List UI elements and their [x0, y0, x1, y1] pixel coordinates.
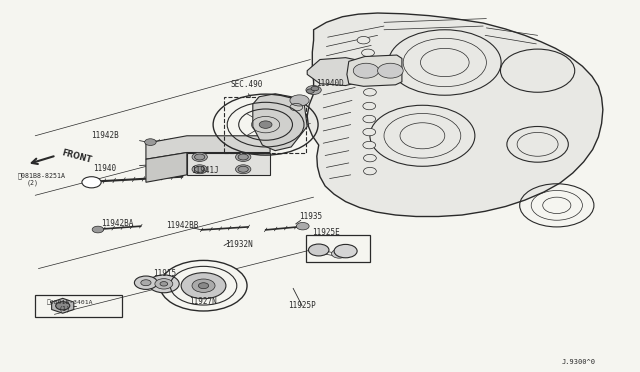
- Text: ⒱081B8-8251A: ⒱081B8-8251A: [18, 172, 66, 179]
- Text: Ⓚ08918-3401A: Ⓚ08918-3401A: [47, 299, 93, 305]
- Bar: [306, 235, 370, 262]
- Circle shape: [238, 154, 248, 160]
- Polygon shape: [347, 55, 402, 86]
- Text: 11932N: 11932N: [225, 240, 253, 249]
- Circle shape: [145, 139, 156, 145]
- Circle shape: [364, 167, 376, 175]
- Circle shape: [141, 280, 151, 286]
- Circle shape: [308, 244, 329, 256]
- Polygon shape: [146, 136, 270, 159]
- Polygon shape: [187, 153, 270, 175]
- Text: 11940D: 11940D: [316, 79, 344, 88]
- Circle shape: [363, 115, 376, 123]
- Circle shape: [364, 75, 376, 83]
- Circle shape: [195, 154, 205, 160]
- Circle shape: [192, 279, 215, 292]
- Polygon shape: [146, 153, 187, 182]
- Circle shape: [56, 302, 70, 310]
- Text: (1): (1): [59, 305, 71, 312]
- Bar: [35, 295, 122, 317]
- Circle shape: [181, 273, 226, 299]
- Polygon shape: [253, 94, 307, 151]
- Text: 11940: 11940: [93, 164, 116, 173]
- Circle shape: [334, 244, 357, 258]
- Circle shape: [82, 177, 101, 188]
- Text: 11915: 11915: [154, 269, 177, 278]
- Polygon shape: [307, 13, 603, 217]
- Circle shape: [236, 153, 251, 161]
- Circle shape: [155, 279, 173, 289]
- Circle shape: [332, 249, 347, 258]
- Text: J.9300^0: J.9300^0: [562, 359, 596, 365]
- Circle shape: [378, 63, 403, 78]
- Text: 11941J: 11941J: [191, 166, 218, 175]
- Circle shape: [296, 222, 309, 230]
- Text: 11942BA: 11942BA: [101, 219, 134, 228]
- Circle shape: [192, 153, 207, 161]
- Bar: [224, 97, 306, 153]
- Circle shape: [192, 165, 207, 174]
- Circle shape: [134, 276, 157, 289]
- Circle shape: [364, 154, 376, 162]
- Text: 11935: 11935: [300, 212, 323, 221]
- Circle shape: [198, 283, 209, 289]
- Circle shape: [362, 49, 374, 57]
- Circle shape: [160, 282, 168, 286]
- Circle shape: [290, 95, 309, 106]
- Circle shape: [195, 166, 205, 172]
- Circle shape: [236, 165, 251, 174]
- Circle shape: [238, 166, 248, 172]
- Circle shape: [307, 89, 314, 93]
- Circle shape: [306, 86, 321, 94]
- Circle shape: [311, 86, 319, 91]
- Polygon shape: [52, 298, 74, 313]
- Text: (2): (2): [27, 179, 39, 186]
- Text: 11942BB: 11942BB: [166, 221, 199, 230]
- Circle shape: [259, 121, 272, 128]
- Text: FRONT: FRONT: [61, 149, 93, 165]
- Circle shape: [160, 260, 247, 311]
- Text: 11925E: 11925E: [312, 228, 340, 237]
- Circle shape: [92, 226, 104, 233]
- Text: 11925P: 11925P: [288, 301, 316, 310]
- Text: 11927N: 11927N: [189, 297, 216, 306]
- Circle shape: [148, 275, 179, 293]
- Text: 11942B: 11942B: [91, 131, 118, 140]
- Text: SEC.490: SEC.490: [230, 80, 263, 89]
- Circle shape: [363, 62, 376, 70]
- Circle shape: [363, 128, 376, 136]
- Circle shape: [364, 89, 376, 96]
- Polygon shape: [307, 58, 358, 86]
- Circle shape: [353, 63, 379, 78]
- Circle shape: [363, 141, 376, 149]
- Circle shape: [363, 102, 376, 110]
- Circle shape: [357, 36, 370, 44]
